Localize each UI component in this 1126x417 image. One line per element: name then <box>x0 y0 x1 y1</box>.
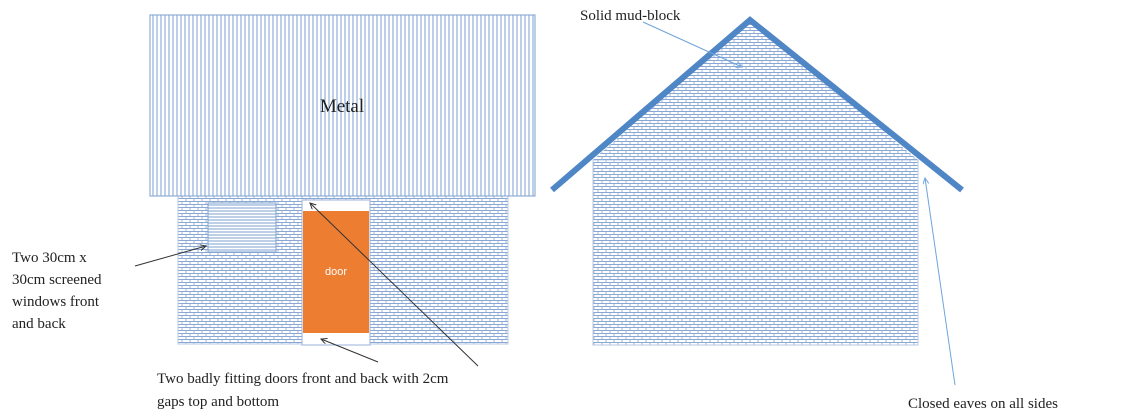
doors-note-line: Two badly fitting doors front and back w… <box>157 371 449 387</box>
door-top-arrow <box>310 203 479 367</box>
eaves-note: Closed eaves on all sides <box>908 396 1058 412</box>
mud-block-note: Solid mud-block <box>580 8 681 24</box>
windows-note-line: and back <box>12 316 66 332</box>
doors-note: Two badly fitting doors front and back w… <box>157 371 452 410</box>
doors-note-line: gaps top and bottom <box>157 394 279 410</box>
mud-block-arrow <box>642 21 742 67</box>
roof-label: Metal <box>320 96 364 117</box>
side-wall <box>592 159 919 346</box>
eaves-arrow <box>925 178 956 386</box>
windows-note-line: Two 30cm x <box>12 250 87 266</box>
windows-note-line: 30cm screened <box>12 272 102 288</box>
door <box>303 211 369 333</box>
gable-roofline <box>550 16 964 193</box>
door-bottom-arrow <box>321 339 379 363</box>
windows-note-line: windows front <box>12 294 100 310</box>
metal-roof <box>149 14 536 197</box>
door-label: door <box>325 266 347 278</box>
window-arrow <box>134 246 206 267</box>
windows-note: Two 30cm x 30cm screened windows front a… <box>12 250 105 332</box>
gable <box>593 20 918 160</box>
window <box>207 202 277 253</box>
